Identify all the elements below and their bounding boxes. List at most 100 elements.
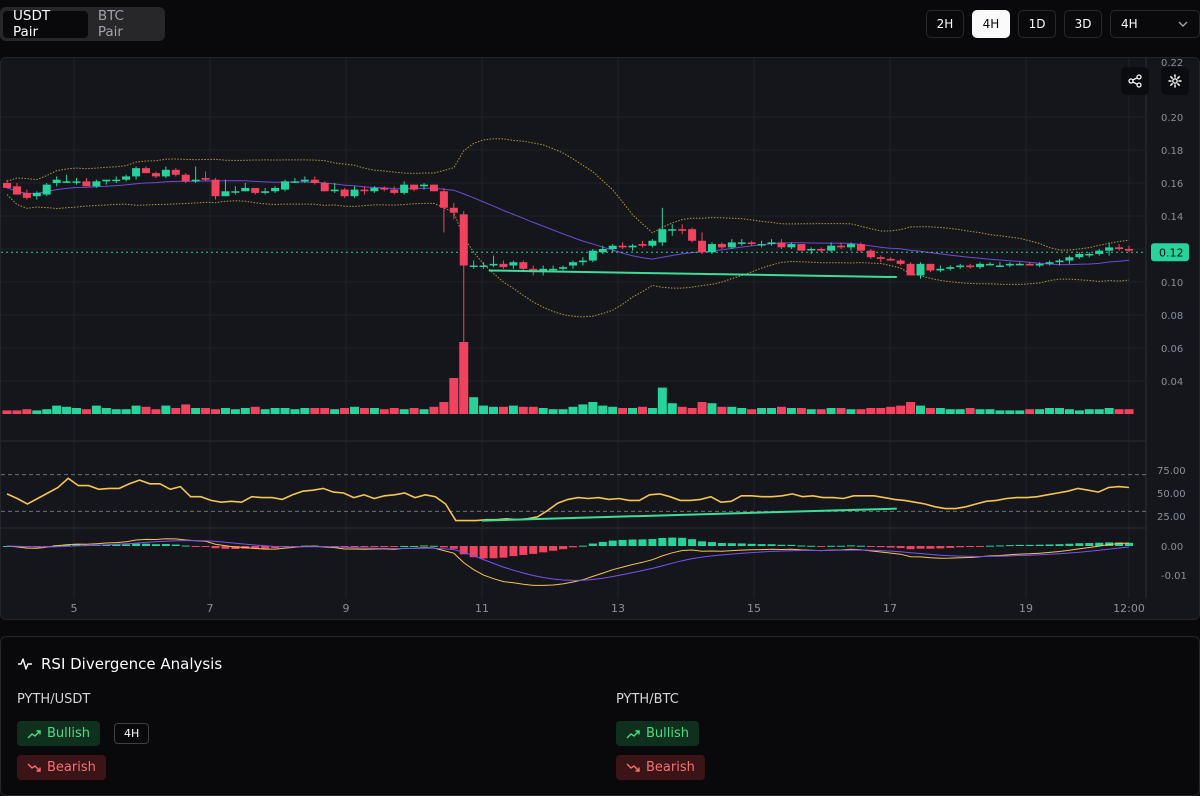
candle-body: [380, 187, 389, 190]
candle-body: [32, 192, 41, 197]
chart-canvas[interactable]: 0.22 0.20 0.18 0.16 0.14 0.12 0.10 0.08 0.06 0.04…: [1, 58, 1199, 619]
usdt-timeframe-badge: 4H: [114, 723, 150, 744]
volume-bar: [42, 409, 52, 414]
candle-body: [1115, 247, 1124, 249]
macd-signal-line: [6, 540, 1130, 581]
timeframe-2h-button[interactable]: 2H: [926, 10, 964, 38]
bullish-label: Bullish: [646, 726, 690, 741]
macd-histogram-bar: [360, 546, 369, 548]
volume-bar: [856, 409, 866, 414]
volume-bar: [796, 408, 806, 414]
macd-histogram-bar: [251, 546, 260, 549]
volume-bar: [419, 409, 429, 414]
macd-histogram-bar: [658, 537, 667, 546]
volume-bar: [389, 408, 399, 414]
candle-body: [469, 265, 478, 267]
bearish-label: Bearish: [646, 760, 695, 775]
macd-histogram-bar: [886, 546, 895, 548]
macd-histogram-bar: [827, 545, 836, 547]
macd-histogram-bar: [936, 546, 945, 549]
candle-body: [320, 183, 329, 192]
volume-bar: [12, 410, 22, 414]
bearish-label: Bearish: [47, 760, 96, 775]
btc-bullish-badge: Bullish: [616, 721, 700, 746]
macd-histogram-bar: [439, 546, 448, 548]
usdt-bullish-badge: Bullish: [17, 721, 101, 746]
candle-body: [52, 179, 61, 183]
candle-body: [827, 245, 836, 251]
volume-bar: [955, 409, 965, 414]
price-chart[interactable]: 0.22 0.20 0.18 0.16 0.14 0.12 0.10 0.08 0.06 0.04…: [0, 57, 1200, 620]
time-tick-label: 7: [207, 602, 214, 615]
candle-body: [727, 242, 736, 248]
price-tick-label: 0.18: [1161, 146, 1183, 157]
volume-bar: [876, 408, 886, 414]
macd-histogram-bar: [1045, 544, 1054, 546]
candle-body: [757, 244, 766, 246]
candle-body: [866, 250, 875, 258]
macd-histogram-bar: [568, 546, 577, 548]
volume-bar: [489, 406, 499, 414]
macd-histogram-bar: [856, 545, 865, 547]
usdt-bearish-badge: Bearish: [17, 755, 106, 780]
timeframe-1d-button[interactable]: 1D: [1018, 10, 1056, 38]
candle-body: [330, 189, 339, 192]
volume-bar: [995, 410, 1005, 414]
candle-body: [638, 244, 647, 246]
volume-bar: [1094, 409, 1104, 414]
candle-body: [509, 262, 518, 266]
btc-pair-label: PYTH/BTC: [616, 692, 679, 707]
timeframe-select-value: 4H: [1121, 17, 1138, 31]
timeframe-4h-button[interactable]: 4H: [972, 10, 1010, 38]
candle-body: [350, 189, 359, 197]
candle-body: [817, 249, 826, 251]
price-tick-label: 0.06: [1161, 344, 1183, 355]
rsi-divergence-panel: RSI Divergence Analysis PYTH/USDT Bullis…: [0, 636, 1200, 796]
volume-bar: [1124, 409, 1134, 414]
macd-histogram-bar: [350, 546, 359, 548]
candle-body: [678, 229, 687, 231]
volume-bar: [2, 410, 12, 414]
candle-body: [310, 179, 319, 183]
volume-bar: [1005, 410, 1015, 414]
volume-bar: [429, 406, 439, 414]
volume-bar: [111, 409, 121, 414]
rsi-tick-label: 50.00: [1157, 489, 1186, 500]
candle-body: [1065, 257, 1074, 261]
volume-bar: [846, 409, 856, 414]
macd-histogram-bar: [896, 546, 905, 549]
volume-bar: [131, 405, 141, 414]
macd-histogram-bar: [509, 546, 518, 557]
candle-body: [1075, 253, 1084, 258]
volume-bar: [767, 408, 777, 414]
volume-bar: [826, 408, 836, 414]
candle-body: [132, 168, 141, 177]
volume-bar: [151, 409, 161, 414]
macd-histogram-bar: [151, 544, 160, 546]
btc-pair-tab[interactable]: BTC Pair: [97, 8, 124, 40]
volume-bar: [677, 406, 687, 414]
candle-body: [846, 244, 855, 248]
macd-histogram-bar: [578, 545, 587, 547]
candle-body: [549, 268, 558, 271]
settings-button[interactable]: [1161, 67, 1189, 95]
usdt-pair-tab[interactable]: USDT Pair: [3, 8, 88, 40]
volume-bar: [697, 402, 707, 414]
macd-histogram-bar: [459, 546, 468, 555]
candle-body: [608, 245, 617, 249]
macd-histogram-bar: [956, 546, 965, 548]
volume-bar: [578, 404, 588, 414]
candle-body: [1055, 260, 1064, 263]
candle-body: [707, 244, 716, 253]
candle-body: [688, 229, 697, 241]
share-button[interactable]: [1121, 67, 1149, 95]
timeframe-3d-button[interactable]: 3D: [1064, 10, 1102, 38]
candle-body: [797, 244, 806, 251]
candle-body: [995, 265, 1004, 267]
macd-histogram-bar: [985, 545, 994, 547]
volume-bar: [558, 409, 568, 414]
timeframe-select[interactable]: 4H: [1110, 10, 1200, 38]
candle-body: [598, 249, 607, 253]
volume-bar: [62, 406, 72, 414]
price-tick-label: 0.16: [1161, 179, 1183, 190]
